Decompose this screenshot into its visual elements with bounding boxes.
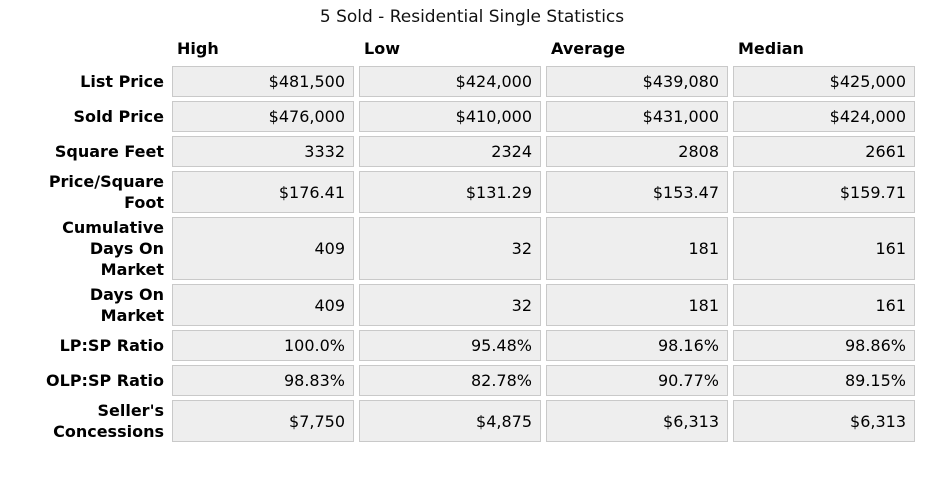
cell-square-feet-low: 2324	[359, 136, 541, 167]
cell-sellers-concessions-high: $7,750	[172, 400, 354, 442]
row-label-price-per-square-foot: Price/Square Foot	[48, 172, 164, 212]
row-label-sold-price: Sold Price	[73, 107, 164, 126]
statistics-table: High Low Average Median List Price $481,…	[1, 37, 944, 442]
cell-lp-sp-ratio-average: 98.16%	[546, 330, 728, 361]
cell-days-on-market-average: 181	[546, 284, 728, 326]
cell-sellers-concessions-average: $6,313	[546, 400, 728, 442]
column-header-average: Average	[551, 39, 626, 58]
cell-square-feet-average: 2808	[546, 136, 728, 167]
row-label-list-price: List Price	[80, 72, 164, 91]
table-title: 5 Sold - Residential Single Statistics	[319, 7, 625, 27]
cell-cumulative-days-on-market-high: 409	[172, 217, 354, 280]
cell-olp-sp-ratio-median: 89.15%	[733, 365, 915, 396]
column-header-median: Median	[738, 39, 804, 58]
cell-list-price-median: $425,000	[733, 66, 915, 97]
cell-lp-sp-ratio-high: 100.0%	[172, 330, 354, 361]
cell-olp-sp-ratio-average: 90.77%	[546, 365, 728, 396]
cell-list-price-low: $424,000	[359, 66, 541, 97]
column-header-high: High	[177, 39, 219, 58]
row-label-days-on-market: Days On Market	[89, 285, 164, 325]
cell-cumulative-days-on-market-average: 181	[546, 217, 728, 280]
cell-sold-price-high: $476,000	[172, 101, 354, 132]
cell-price-per-square-foot-low: $131.29	[359, 171, 541, 213]
cell-square-feet-median: 2661	[733, 136, 915, 167]
row-label-sellers-concessions: Seller's Concessions	[53, 401, 164, 441]
statistics-report: 5 Sold - Residential Single Statistics H…	[1, 7, 944, 442]
cell-lp-sp-ratio-low: 95.48%	[359, 330, 541, 361]
cell-days-on-market-median: 161	[733, 284, 915, 326]
cell-lp-sp-ratio-median: 98.86%	[733, 330, 915, 361]
cell-sold-price-average: $431,000	[546, 101, 728, 132]
cell-sellers-concessions-median: $6,313	[733, 400, 915, 442]
cell-square-feet-high: 3332	[172, 136, 354, 167]
row-label-olp-sp-ratio: OLP:SP Ratio	[46, 371, 164, 390]
row-label-lp-sp-ratio: LP:SP Ratio	[59, 336, 164, 355]
cell-list-price-high: $481,500	[172, 66, 354, 97]
cell-days-on-market-low: 32	[359, 284, 541, 326]
cell-cumulative-days-on-market-median: 161	[733, 217, 915, 280]
cell-price-per-square-foot-average: $153.47	[546, 171, 728, 213]
cell-sold-price-low: $410,000	[359, 101, 541, 132]
cell-olp-sp-ratio-low: 82.78%	[359, 365, 541, 396]
cell-cumulative-days-on-market-low: 32	[359, 217, 541, 280]
column-header-low: Low	[364, 39, 400, 58]
cell-list-price-average: $439,080	[546, 66, 728, 97]
cell-price-per-square-foot-high: $176.41	[172, 171, 354, 213]
cell-olp-sp-ratio-high: 98.83%	[172, 365, 354, 396]
row-label-cumulative-days-on-market: Cumulative Days On Market	[62, 218, 164, 279]
row-label-square-feet: Square Feet	[54, 142, 164, 161]
cell-price-per-square-foot-median: $159.71	[733, 171, 915, 213]
corner-spacer	[1, 37, 167, 62]
cell-sold-price-median: $424,000	[733, 101, 915, 132]
cell-days-on-market-high: 409	[172, 284, 354, 326]
cell-sellers-concessions-low: $4,875	[359, 400, 541, 442]
